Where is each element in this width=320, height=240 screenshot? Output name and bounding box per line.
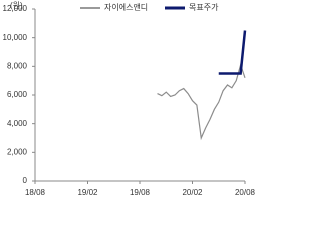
series-line <box>157 62 246 141</box>
legend-label: 목표주가 <box>189 3 219 12</box>
x-tick-label: 19/02 <box>77 188 98 197</box>
y-tick-label: 10,000 <box>3 33 28 42</box>
y-tick-label: 0 <box>23 176 28 185</box>
y-tick-label: 8,000 <box>7 61 28 70</box>
legend-label: 자이에스앤디 <box>104 2 148 12</box>
y-tick-label: 4,000 <box>7 119 28 128</box>
y-tick-label: 2,000 <box>7 147 28 156</box>
chart: (원) 0 2,000 4,000 6,000 8,000 10,000 12,000 18/… <box>3 1 256 197</box>
series-line <box>218 30 247 75</box>
x-tick-label: 20/08 <box>235 188 256 197</box>
x-tick-label: 20/02 <box>182 188 203 197</box>
y-unit-label: (원) <box>10 1 23 10</box>
x-tick-label: 19/08 <box>130 188 151 197</box>
y-tick-label: 6,000 <box>7 90 28 99</box>
y-tick-label: 12,000 <box>3 4 28 13</box>
x-tick-label: 18/08 <box>25 188 46 197</box>
